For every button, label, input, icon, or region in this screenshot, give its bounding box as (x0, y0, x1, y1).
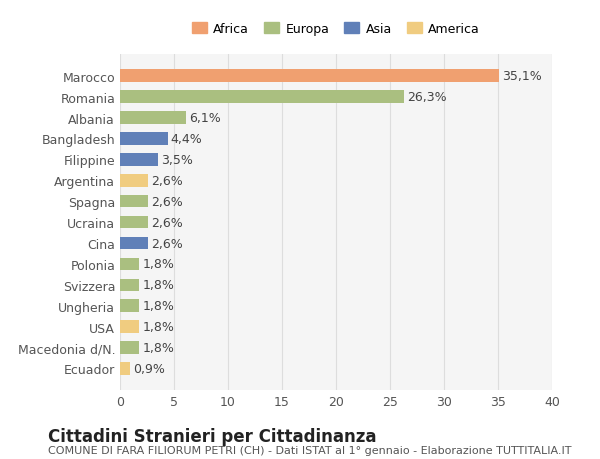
Bar (120, 91, 404, 104)
Bar (120, 300, 139, 312)
Text: 3,5%: 3,5% (161, 154, 193, 167)
Text: 4,4%: 4,4% (171, 133, 203, 146)
Text: 0,9%: 0,9% (133, 362, 165, 375)
Legend: Africa, Europa, Asia, America: Africa, Europa, Asia, America (187, 18, 485, 41)
Text: 2,6%: 2,6% (151, 195, 183, 208)
Bar (120, 237, 148, 250)
Text: 26,3%: 26,3% (407, 91, 447, 104)
Bar (120, 258, 139, 271)
Text: COMUNE DI FARA FILIORUM PETRI (CH) - Dati ISTAT al 1° gennaio - Elaborazione TUT: COMUNE DI FARA FILIORUM PETRI (CH) - Dat… (48, 445, 571, 455)
Text: Cittadini Stranieri per Cittadinanza: Cittadini Stranieri per Cittadinanza (48, 427, 377, 445)
Bar (120, 174, 148, 187)
Text: 1,8%: 1,8% (143, 258, 175, 271)
Text: 2,6%: 2,6% (151, 174, 183, 187)
Text: 6,1%: 6,1% (189, 112, 221, 125)
Bar (120, 279, 139, 291)
Text: 1,8%: 1,8% (143, 300, 175, 313)
Text: 1,8%: 1,8% (143, 341, 175, 354)
Bar (120, 196, 148, 208)
Text: 1,8%: 1,8% (143, 279, 175, 291)
Bar (120, 321, 139, 333)
Bar (120, 112, 186, 124)
Text: 35,1%: 35,1% (502, 70, 542, 83)
Bar (120, 154, 158, 166)
Bar (120, 341, 139, 354)
Text: 2,6%: 2,6% (151, 216, 183, 229)
Text: 2,6%: 2,6% (151, 237, 183, 250)
Bar (120, 216, 148, 229)
Bar (120, 363, 130, 375)
Bar (120, 70, 499, 83)
Bar (120, 133, 167, 146)
Text: 1,8%: 1,8% (143, 320, 175, 333)
